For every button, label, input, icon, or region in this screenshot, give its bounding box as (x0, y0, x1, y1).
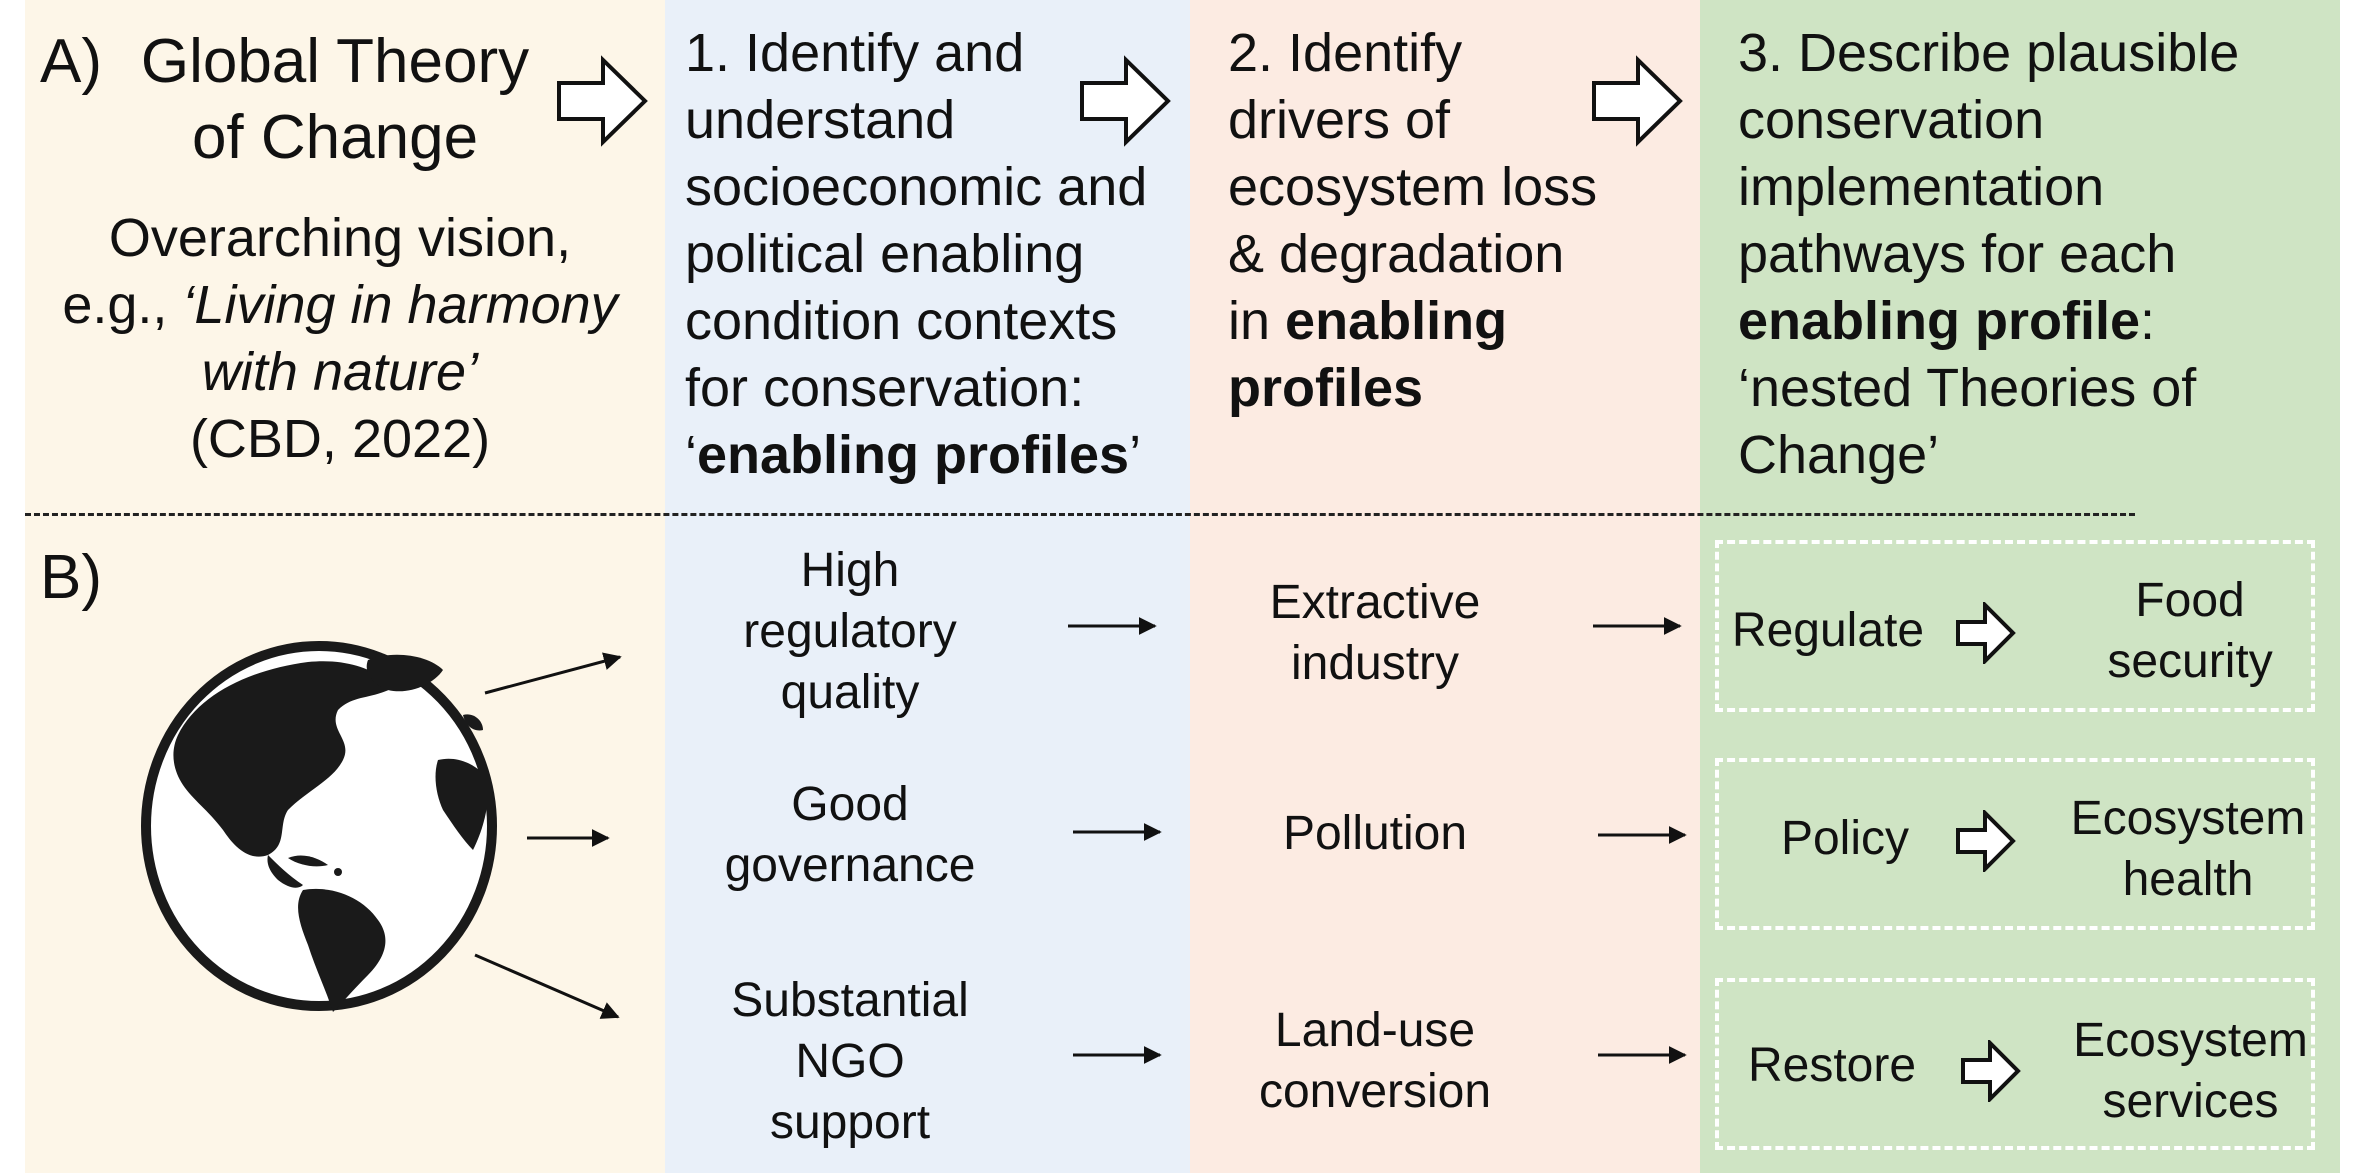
step2-line: & degradation (1228, 224, 1565, 284)
pathway-box-1 (1715, 540, 2315, 712)
vision-example-line: e.g., ‘Living in harmony (62, 275, 618, 335)
pathway-box-2 (1715, 758, 2315, 930)
vision-line: Overarching vision, (108, 208, 572, 268)
pathway-outcome-1: Food security (2107, 574, 2273, 688)
step1-line: condition contexts (685, 291, 1118, 351)
hollow-arrow-icon (1961, 1040, 2021, 1102)
pathways-column (1700, 0, 2340, 1173)
vision-citation: (CBD, 2022) (189, 409, 491, 469)
step3-line: implementation (1738, 157, 2105, 217)
overarching-vision: Overarching vision, e.g., ‘Living in har… (30, 205, 650, 473)
pathway-action-1: Regulate (1731, 604, 1925, 657)
step2-line: ecosystem loss (1228, 157, 1598, 217)
step2-line: 2. Identify (1228, 23, 1463, 83)
step1-line: socioeconomic and (685, 157, 1148, 217)
title-line-2: of Change (191, 103, 479, 172)
step3-line: conservation (1738, 90, 2045, 150)
panel-a-label: A) (40, 27, 102, 96)
hollow-arrow-icon (1592, 55, 1683, 147)
enabling-profile-3: Substantial NGO support (731, 974, 969, 1149)
step1-line: understand (685, 90, 956, 150)
hollow-arrow-icon (1080, 55, 1171, 147)
step2-bold-line: in enabling (1228, 291, 1508, 351)
enabling-column (665, 0, 1190, 1173)
step3-line: pathways for each (1738, 224, 2177, 284)
vision-quote-line-2: with nature’ (201, 342, 479, 402)
pathway-outcome-2: Ecosystem health (2070, 792, 2306, 906)
global-theory-title: Global Theory of Change (125, 24, 545, 176)
enabling-profile-2: Good governance (724, 778, 976, 892)
pathway-outcome-3: Ecosystem services (2073, 1014, 2308, 1128)
title-line-1: Global Theory (140, 27, 530, 96)
step3-text: 3. Describe plausible conservation imple… (1738, 20, 2239, 489)
pathway-box-3 (1715, 978, 2315, 1150)
hollow-arrow-icon (1956, 810, 2016, 872)
step3-line: 3. Describe plausible (1738, 23, 2240, 83)
step3-line: ‘nested Theories of (1738, 358, 2197, 418)
pathway-action-3: Restore (1747, 1039, 1917, 1092)
enabling-profile-1: High regulatory quality (743, 544, 957, 719)
step3-enabling-profile-term: enabling profile: (1738, 291, 2156, 351)
globe-americas-icon (141, 641, 497, 1012)
drivers-column (1190, 0, 1700, 1173)
panel-b-label: B) (40, 543, 102, 612)
driver-1: Extractive industry (1269, 576, 1481, 690)
step1-line: 1. Identify and (685, 23, 1025, 83)
step2-line: drivers of (1228, 90, 1451, 150)
step1-line: for conservation: (685, 358, 1085, 418)
driver-3: Land-use conversion (1258, 1004, 1492, 1118)
globe-arrow-1 (484, 652, 622, 695)
driver-2: Pollution (1282, 807, 1468, 860)
step1-text: 1. Identify and understand socioeconomic… (685, 20, 1147, 489)
pathway-action-2: Policy (1780, 812, 1910, 865)
step1-enabling-profiles-term: ‘enabling profiles’ (685, 425, 1142, 485)
hollow-arrow-icon (1956, 602, 2016, 664)
step1-line: political enabling (685, 224, 1085, 284)
step3-line: Change’ (1738, 425, 1940, 485)
section-divider (25, 513, 2135, 516)
step2-text: 2. Identify drivers of ecosystem loss & … (1228, 20, 1597, 422)
hollow-arrow-icon (557, 55, 648, 147)
globe-arrow-3 (474, 953, 620, 1019)
step2-bold-line: profiles (1228, 358, 1424, 418)
